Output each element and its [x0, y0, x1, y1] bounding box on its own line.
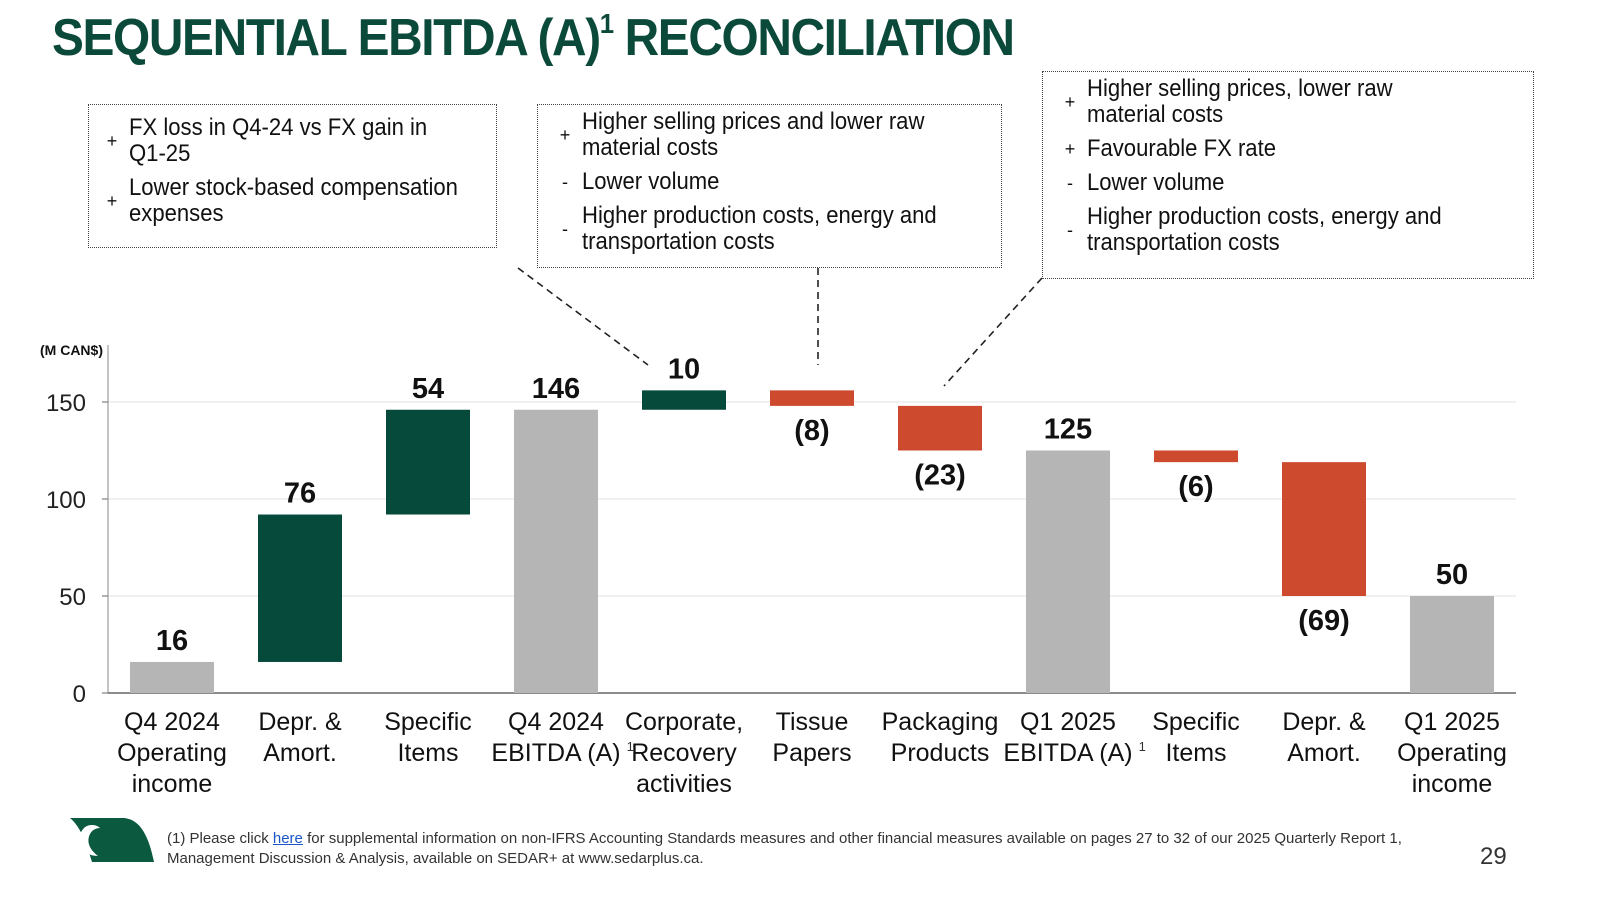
callout-item: - Higher production costs, energy and tra… — [1053, 204, 1533, 256]
x-tick-label: Recovery — [631, 739, 737, 767]
x-tick-label: Operating — [117, 739, 227, 767]
callout-item: - Lower volume — [1053, 170, 1533, 196]
footnote-link[interactable]: here — [272, 830, 303, 847]
callout-item-text: Higher production costs, energy and tran… — [1087, 203, 1442, 256]
data-label: 146 — [532, 373, 580, 405]
bar — [258, 514, 342, 662]
callout-item-text: Favourable FX rate — [1087, 135, 1277, 162]
callout-item: + Higher selling prices, lower raw materi… — [1053, 76, 1533, 128]
x-tick-label: EBITDA (A) — [1003, 739, 1132, 767]
x-tick-label: Tissue — [776, 708, 849, 736]
x-tick-label: Specific — [1152, 708, 1240, 736]
x-tick-label: income — [1412, 770, 1493, 798]
bar — [1410, 596, 1494, 693]
data-label: 76 — [284, 478, 316, 510]
footnote-prefix: (1) Please click — [167, 830, 273, 847]
company-logo — [70, 818, 154, 862]
bar — [1282, 462, 1366, 596]
x-tick-label: activities — [636, 770, 732, 798]
data-label: 54 — [412, 373, 444, 405]
data-label: 50 — [1436, 559, 1468, 591]
callout-item-text: Higher selling prices and lower raw mate… — [582, 108, 925, 161]
plus-icon: + — [106, 130, 118, 151]
minus-icon: - — [1067, 219, 1073, 240]
plus-icon: + — [106, 190, 118, 211]
title-text: SEQUENTIAL EBITDA (A) — [52, 9, 601, 67]
x-tick-label: Depr. & — [258, 708, 342, 736]
bar — [130, 661, 214, 693]
x-tick-label: Corporate, — [625, 708, 743, 736]
data-label: 16 — [156, 625, 188, 657]
data-label: (8) — [794, 415, 829, 447]
x-tick-label: Q4 2024 — [124, 708, 220, 736]
callout-item: + Higher selling prices and lower raw mat… — [548, 109, 1001, 161]
y-tick-label: 50 — [59, 584, 86, 611]
callout-connector — [943, 277, 1043, 387]
minus-icon: - — [562, 171, 568, 192]
x-tick-label: Depr. & — [1282, 708, 1366, 736]
data-label: (6) — [1178, 471, 1213, 503]
callout-item-text: FX loss in Q4-24 vs FX gain in Q1-25 — [129, 114, 428, 167]
y-tick-label: 150 — [46, 390, 86, 417]
plus-icon: + — [1064, 138, 1076, 159]
callout-item-text: Higher selling prices, lower raw materia… — [1087, 75, 1393, 128]
x-tick-label: EBITDA (A) — [491, 739, 620, 767]
minus-icon: - — [562, 218, 568, 239]
title-text-2: RECONCILIATION — [612, 9, 1015, 67]
x-tick-label: Packaging — [882, 708, 999, 736]
x-tick-label: Items — [397, 739, 458, 767]
x-tick-label: Amort. — [263, 739, 337, 767]
bar — [642, 390, 726, 410]
data-label: (23) — [914, 460, 966, 492]
data-label: 125 — [1044, 414, 1092, 446]
footnote-suffix: for supplemental information on non-IFRS… — [167, 830, 1402, 867]
page-title: SEQUENTIAL EBITDA (A)1 RECONCILIATION — [52, 7, 1015, 68]
callout-connector — [517, 267, 649, 366]
bar — [770, 390, 854, 406]
minus-icon: - — [1067, 172, 1073, 193]
y-tick-label: 100 — [46, 487, 86, 514]
x-tick-label: Papers — [772, 739, 851, 767]
data-label: 10 — [668, 353, 700, 385]
x-tick-superscript: 1 — [627, 739, 634, 754]
callout-box-corporate: + FX loss in Q4-24 vs FX gain in Q1-25 + Lo… — [88, 104, 497, 248]
title-superscript: 1 — [599, 7, 614, 39]
x-tick-label: Q4 2024 — [508, 708, 604, 736]
x-tick-superscript: 1 — [1139, 739, 1146, 754]
y-tick-label: 0 — [73, 681, 86, 708]
page-number: 29 — [1480, 843, 1507, 870]
bar — [514, 409, 598, 693]
x-tick-label: Items — [1165, 739, 1226, 767]
x-tick-label: income — [132, 770, 213, 798]
x-tick-label: Operating — [1397, 739, 1507, 767]
x-tick-label: Q1 2025 — [1404, 708, 1500, 736]
callout-item: + Favourable FX rate — [1053, 136, 1533, 162]
unit-label: (M CAN$) — [40, 342, 103, 358]
callout-box-tissue: + Higher selling prices and lower raw mat… — [537, 104, 1002, 268]
footnote: (1) Please click here for supplemental i… — [167, 829, 1467, 869]
x-tick-label: Amort. — [1287, 739, 1361, 767]
callout-item: - Lower volume — [548, 169, 1001, 195]
callout-item: - Higher production costs, energy and tra… — [548, 203, 1001, 255]
data-label: (69) — [1298, 605, 1350, 637]
x-tick-label: Q1 2025 — [1020, 708, 1116, 736]
callout-box-packaging: + Higher selling prices, lower raw materi… — [1042, 71, 1534, 279]
callout-item: + Lower stock-based compensation expenses — [95, 175, 496, 227]
callout-item-text: Lower stock-based compensation expenses — [129, 174, 458, 227]
x-tick-label: Products — [891, 739, 990, 767]
plus-icon: + — [1064, 91, 1076, 112]
callout-item-text: Lower volume — [582, 168, 720, 195]
callout-item-text: Higher production costs, energy and tran… — [582, 202, 937, 255]
bar — [1026, 450, 1110, 693]
plus-icon: + — [559, 124, 571, 145]
bar — [386, 409, 470, 515]
bar — [1154, 450, 1238, 463]
bar — [898, 405, 982, 451]
callout-item-text: Lower volume — [1087, 169, 1225, 196]
callout-item: + FX loss in Q4-24 vs FX gain in Q1-25 — [95, 115, 496, 167]
x-tick-label: Specific — [384, 708, 472, 736]
